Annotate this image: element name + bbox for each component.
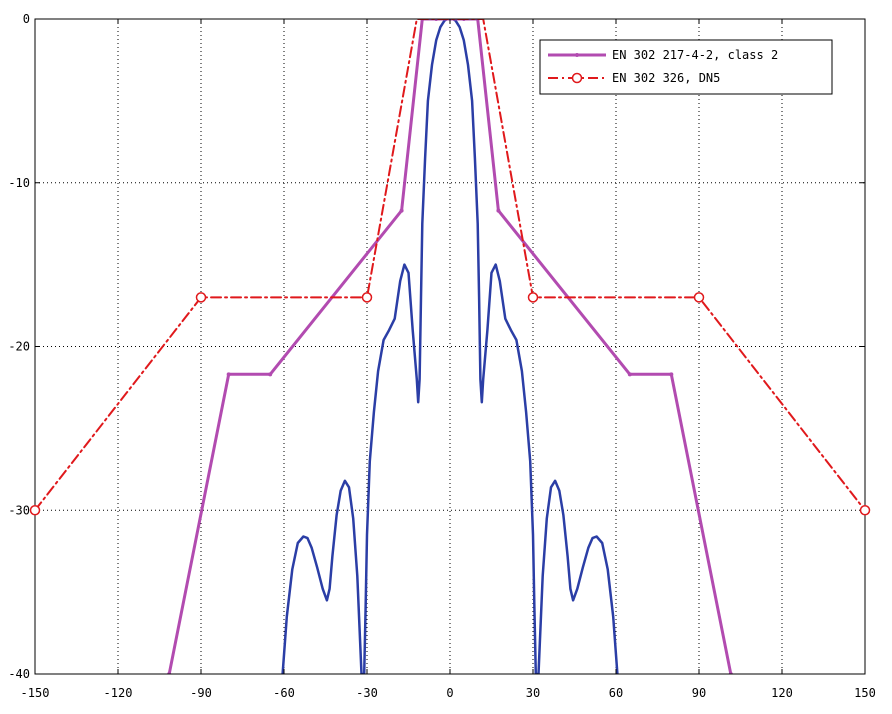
- series-line-pattern: [281, 19, 619, 674]
- legend-marker-mask2: [571, 72, 583, 84]
- data-point-mask1: [226, 372, 231, 377]
- y-tick-label: -20: [8, 340, 30, 354]
- data-point-mask2: [29, 505, 41, 516]
- y-tick-label: 0: [23, 12, 30, 26]
- x-tick-label: -90: [190, 686, 212, 700]
- x-tick-label: 90: [692, 686, 706, 700]
- x-tick-label: -60: [273, 686, 295, 700]
- data-point-mask2: [527, 292, 539, 303]
- data-point-mask1: [268, 372, 273, 377]
- y-tick-label: -30: [8, 503, 30, 517]
- data-point-mask1: [496, 208, 501, 213]
- data-point-mask1: [627, 372, 632, 377]
- legend-marker-mask1: [575, 53, 579, 57]
- x-axis: -150 -120 -90 -60 -30 0 30 60 90 120 150: [21, 19, 876, 700]
- x-tick-label: -150: [21, 686, 50, 700]
- data-point-mask2: [361, 292, 373, 303]
- y-tick-label: -10: [8, 176, 30, 190]
- plot-area: [35, 19, 865, 674]
- data-point-mask2: [693, 292, 705, 303]
- series-line-mask1: [167, 19, 733, 674]
- y-tick-label: -40: [8, 667, 30, 681]
- x-tick-label: 30: [526, 686, 540, 700]
- data-point-mask1: [399, 208, 404, 213]
- x-tick-label: -30: [356, 686, 378, 700]
- x-tick-label: 150: [854, 686, 876, 700]
- legend: EN 302 217-4-2, class 2 EN 302 326, DN5: [539, 39, 833, 95]
- data-point-mask1: [669, 372, 674, 377]
- data-point-mask2: [195, 292, 207, 303]
- series-layer: [35, 19, 865, 674]
- legend-label-mask2: EN 302 326, DN5: [612, 71, 720, 85]
- data-point-mask2: [859, 505, 871, 516]
- x-tick-label: 60: [609, 686, 623, 700]
- x-tick-label: 120: [771, 686, 793, 700]
- legend-box: [539, 39, 833, 95]
- legend-label-mask1: EN 302 217-4-2, class 2: [612, 48, 778, 62]
- x-tick-label: -120: [104, 686, 133, 700]
- x-tick-label: 0: [446, 686, 453, 700]
